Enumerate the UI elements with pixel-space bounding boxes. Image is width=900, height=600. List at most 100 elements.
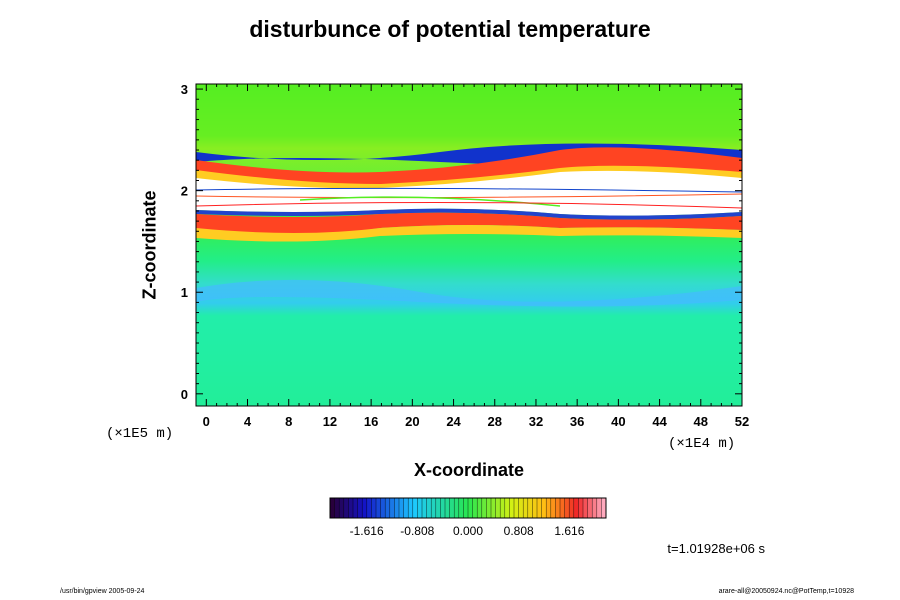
colorbar-cell [348, 498, 354, 518]
x-tick-label: 12 [323, 414, 337, 429]
plot-frame [195, 83, 743, 407]
colorbar-cell [509, 498, 515, 518]
colorbar-cell [417, 498, 423, 518]
colorbar-cell [500, 498, 506, 518]
y-axis-unit: (×1E5 m) [106, 426, 174, 442]
colorbar-cell [366, 498, 372, 518]
x-tick-label: 16 [364, 414, 378, 429]
colorbar-cell [596, 498, 602, 518]
colorbar-cell [560, 498, 565, 518]
colorbar-cell [385, 498, 391, 518]
colorbar-cell [403, 498, 409, 518]
field-background [196, 84, 742, 406]
colorbar-cell [486, 498, 492, 518]
colorbar-cell [592, 498, 598, 518]
x-axis-title: X-coordinate [413, 460, 524, 480]
chart-title: disturbunce of potential temperature [249, 16, 651, 42]
y-tick-label: 3 [181, 82, 188, 97]
time-label: t=1.01928e+06 s [667, 541, 765, 556]
colorbar-cell [481, 498, 487, 518]
lower-warm-layer [196, 212, 742, 235]
x-tick-label: 48 [694, 414, 708, 429]
lower-cold-edge [196, 208, 742, 220]
colorbar-cell [564, 498, 570, 518]
colorbar-cell [330, 498, 335, 518]
x-axis-unit: (×1E4 m) [668, 436, 736, 452]
colorbar-cell [343, 498, 349, 518]
footer-right: arare-all@20050924.nc@PotTemp,t=10928 [718, 588, 854, 595]
cool-band [196, 279, 742, 307]
x-tick-label: 40 [611, 414, 625, 429]
colorbar-cell [357, 498, 363, 518]
colorbar-cell [578, 498, 584, 518]
colorbar-cell [376, 498, 381, 518]
y-tick-label: 0 [181, 387, 188, 402]
y-tick-label: 1 [181, 285, 188, 300]
x-tick-label: 36 [570, 414, 584, 429]
colorbar-cell [546, 498, 552, 518]
colorbar-cell [431, 498, 437, 518]
x-tick-label: 24 [446, 414, 461, 429]
x-tick-label: 20 [405, 414, 419, 429]
x-tick-label: 8 [285, 414, 292, 429]
colorbar-cells [329, 498, 607, 518]
colorbar-cell [399, 498, 404, 518]
x-tick-label: 4 [244, 414, 252, 429]
footer-left: /usr/bin/gpview 2005-09-24 [60, 588, 145, 595]
colorbar-cell [422, 498, 427, 518]
colorbar-cell [426, 498, 432, 518]
colorbar-cell [518, 498, 524, 518]
lower-yellow-layer [196, 225, 742, 242]
colorbar-cell [601, 498, 607, 518]
colorbar-tick-labels: -1.616 -0.808 0.000 0.808 1.616 [350, 524, 585, 538]
colorbar-cell [541, 498, 547, 518]
colorbar-cell [458, 498, 464, 518]
colorbar-cell [468, 498, 473, 518]
colorbar-cell [527, 498, 533, 518]
colorbar-tick-label: 0.808 [504, 524, 534, 538]
core-streak-4 [196, 201, 742, 209]
colorbar-cell [523, 498, 529, 518]
x-axis-ticks: 0 4 8 12 16 20 24 28 32 36 40 44 48 52 [195, 84, 749, 429]
colorbar-frame [329, 497, 607, 519]
colorbar-cell [454, 498, 460, 518]
colorbar-tick-label: 1.616 [554, 524, 584, 538]
colorbar-cell [583, 498, 588, 518]
x-tick-label: 44 [652, 414, 667, 429]
x-tick-label: 28 [488, 414, 502, 429]
colorbar-cell [445, 498, 450, 518]
colorbar-cell [573, 498, 579, 518]
y-axis-ticks: 0 1 2 3 [181, 82, 742, 402]
colorbar-tick-label: -1.616 [350, 524, 384, 538]
colorbar-cell [550, 498, 556, 518]
upper-warm-layer [196, 147, 742, 186]
x-tick-label: 32 [529, 414, 543, 429]
x-tick-label: 52 [735, 414, 749, 429]
colorbar-cell [504, 498, 510, 518]
colorbar-cell [449, 498, 455, 518]
colorbar-cell [380, 498, 386, 518]
colorbar-cell [334, 498, 340, 518]
colorbar-cell [463, 498, 469, 518]
colorbar-cell [435, 498, 441, 518]
colorbar-cell [514, 498, 519, 518]
core-streak-1 [196, 187, 742, 193]
colorbar-tick-label: -0.808 [400, 524, 434, 538]
colorbar-tick-label: 0.000 [453, 524, 483, 538]
colorbar-cell [353, 498, 358, 518]
colorbar-cell [394, 498, 400, 518]
colorbar-cell [362, 498, 368, 518]
colorbar-cell [569, 498, 575, 518]
colorbar-cell [371, 498, 377, 518]
colorbar-cell [408, 498, 414, 518]
colorbar-cell [412, 498, 418, 518]
colorbar-cell [495, 498, 501, 518]
colorbar-cell [477, 498, 483, 518]
colorbar-cell [532, 498, 538, 518]
colorbar-cell [339, 498, 345, 518]
colorbar-cell [537, 498, 542, 518]
colorbar-cell [587, 498, 593, 518]
colorbar-cell [389, 498, 395, 518]
colorbar-cell [555, 498, 561, 518]
